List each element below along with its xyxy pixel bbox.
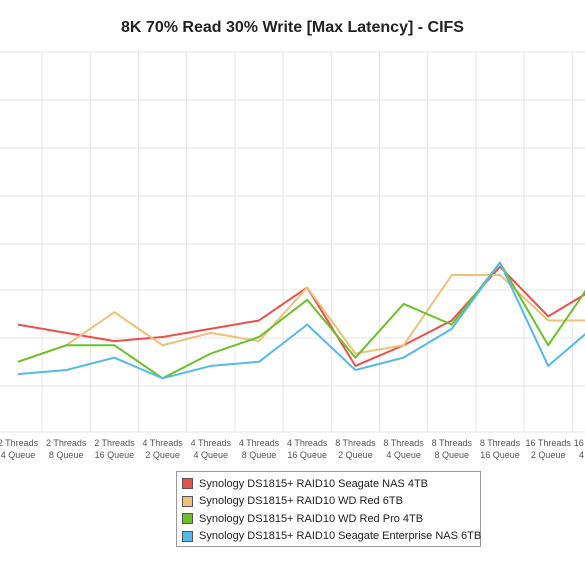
legend-label: Synology DS1815+ RAID10 Seagate Enterpri… (199, 530, 482, 543)
x-tick-label: 2 Threads 4 Queue (0, 438, 39, 460)
chart-title: 8K 70% Read 30% Write [Max Latency] - CI… (121, 19, 464, 36)
legend-label: Synology DS1815+ RAID10 WD Red 6TB (199, 495, 403, 508)
series-line-2 (17, 274, 585, 363)
series-line-4 (17, 261, 585, 380)
legend-swatch (182, 495, 193, 507)
legend: Synology DS1815+ RAID10 Seagate NAS 4TB S… (176, 471, 481, 547)
legend-swatch (182, 513, 193, 525)
x-tick-label: 8 Threads 2 Queue (335, 438, 376, 460)
series-line-1 (17, 265, 585, 367)
x-tick-label: 8 Threads 16 Queue (480, 438, 521, 460)
x-tick-label: 4 Threads 2 Queue (142, 438, 183, 460)
x-tick-label: 2 Threads 8 Queue (46, 438, 87, 460)
grid-lines (0, 51, 585, 433)
legend-item[interactable]: Synology DS1815+ RAID10 WD Red 6TB (182, 493, 480, 511)
legend-item[interactable]: Synology DS1815+ RAID10 Seagate NAS 4TB (182, 475, 480, 493)
x-tick-label: 4 Threads 8 Queue (239, 438, 280, 460)
x-tick-label: 8 Threads 8 Queue (432, 438, 473, 460)
legend-label: Synology DS1815+ RAID10 WD Red Pro 4TB (199, 512, 424, 525)
x-axis-ticks: 2 Threads 4 Queue 2 Threads 8 Queue 2 Thread… (0, 438, 585, 460)
line-chart: 2 Threads 4 Queue 2 Threads 8 Queue 2 Thread… (0, 51, 585, 460)
legend-item[interactable]: Synology DS1815+ RAID10 Seagate Enterpri… (182, 528, 482, 546)
legend-swatch (182, 478, 193, 490)
legend-label: Synology DS1815+ RAID10 Seagate NAS 4TB (199, 477, 428, 490)
series-lines (17, 261, 585, 380)
x-tick-label: 4 Threads 4 Queue (191, 438, 232, 460)
legend-swatch (182, 530, 193, 542)
x-tick-label: 16 Threads 2 Queue (526, 438, 572, 460)
x-tick-label: 2 Threads 16 Queue (94, 438, 135, 460)
legend-item[interactable]: Synology DS1815+ RAID10 WD Red Pro 4TB (182, 510, 480, 528)
x-tick-label: 4 Threads 16 Queue (287, 438, 328, 460)
x-tick-label: 8 Threads 4 Queue (383, 438, 424, 460)
